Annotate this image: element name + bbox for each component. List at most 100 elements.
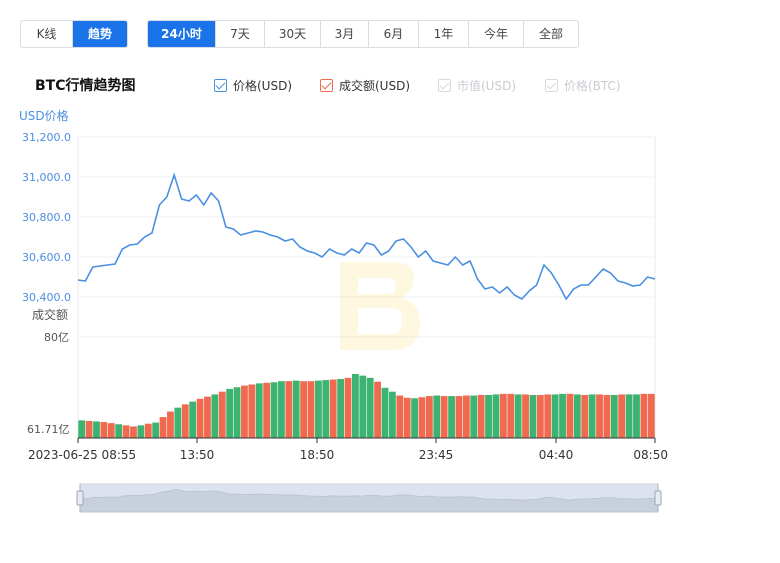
x-tick-label: 08:50: [633, 448, 668, 462]
range-tab-7[interactable]: 全部: [538, 27, 563, 41]
time-range-tabs: 24小时 7天 30天 3月 6月 1年 今年 全部: [147, 20, 579, 48]
volume-bar: [596, 394, 603, 438]
volume-bar: [544, 394, 552, 438]
volume-bar: [522, 394, 529, 438]
volume-bar: [559, 393, 566, 438]
price-tick-label: 31,200.0: [22, 131, 71, 144]
chart-title: BTC行情趋势图: [35, 78, 136, 94]
volume-bar: [218, 391, 226, 438]
volume-bar: [618, 394, 626, 438]
volume-tick-label: 61.71亿: [27, 423, 70, 436]
range-tab-1[interactable]: 7天: [216, 21, 265, 47]
volume-bar: [573, 394, 581, 438]
legend-checkbox-marketcap-usd[interactable]: [438, 79, 451, 92]
legend-checkbox-price-btc[interactable]: [545, 79, 558, 92]
watermark-logo: [340, 262, 420, 350]
volume-bar: [477, 394, 485, 438]
legend-volume-usd[interactable]: 成交额(USD): [320, 77, 410, 94]
price-line: [77, 172, 656, 301]
volume-bar: [433, 395, 441, 438]
range-tab-5[interactable]: 1年: [419, 21, 469, 47]
volume-bar: [352, 373, 359, 438]
legend-checkbox-price-usd[interactable]: [214, 79, 227, 92]
legend-price-btc[interactable]: 价格(BTC): [545, 77, 621, 94]
volume-bar: [647, 393, 655, 438]
volume-bar: [300, 381, 308, 438]
volume-bar: [388, 391, 396, 438]
volume-bar: [107, 423, 115, 438]
slider-right-handle[interactable]: [654, 490, 662, 506]
watermark-shape: [340, 262, 420, 350]
x-tick-label: 2023-06-25 08:55: [28, 448, 136, 462]
legend-price-usd[interactable]: 价格(USD): [214, 77, 292, 94]
legend-checkbox-volume-usd[interactable]: [320, 79, 333, 92]
x-tick-label: 04:40: [539, 448, 574, 462]
x-tick-label: 18:50: [300, 448, 335, 462]
volume-bar: [233, 387, 241, 438]
volume-bar: [315, 380, 322, 438]
volume-axis-unit: 成交额: [32, 308, 69, 322]
volume-bar: [448, 396, 455, 438]
volume-bar: [492, 394, 500, 438]
volume-bar: [440, 396, 448, 438]
volume-bar: [344, 377, 352, 438]
slider-left-handle[interactable]: [76, 490, 84, 506]
range-tab-2[interactable]: 30天: [265, 21, 321, 47]
range-slider[interactable]: [76, 483, 662, 513]
legend-label: 价格(USD): [233, 79, 293, 93]
volume-bar: [322, 380, 330, 438]
volume-bar: [196, 398, 204, 438]
price-tick-label: 30,600.0: [22, 251, 71, 264]
volume-bar: [625, 394, 633, 438]
volume-bar: [470, 395, 478, 438]
volume-bar: [285, 381, 293, 438]
legend-marketcap-usd[interactable]: 市值(USD): [438, 77, 516, 94]
volume-bar: [204, 396, 211, 438]
volume-bar: [566, 393, 574, 438]
volume-bar: [610, 394, 618, 438]
volume-bar: [462, 395, 470, 438]
mode-tab-0[interactable]: K线: [21, 21, 73, 47]
volume-bar: [307, 381, 315, 438]
range-tab-6[interactable]: 今年: [469, 21, 524, 47]
volume-bar: [152, 422, 160, 438]
volume-bar: [85, 420, 93, 438]
volume-bar: [100, 422, 108, 438]
volume-bar: [159, 417, 167, 438]
volume-bar: [93, 421, 100, 438]
volume-bar: [211, 394, 219, 438]
range-tab-3[interactable]: 3月: [321, 21, 369, 47]
volume-bar: [137, 425, 145, 438]
price-tick-label: 30,800.0: [22, 211, 71, 224]
volume-bar: [263, 382, 271, 438]
volume-bar: [359, 375, 367, 438]
volume-bar: [536, 394, 544, 438]
volume-bar: [278, 381, 285, 438]
legend-label: 市值(USD): [457, 79, 517, 93]
volume-bar: [411, 398, 418, 438]
x-tick-label: 23:45: [419, 448, 454, 462]
price-tick-label: 31,000.0: [22, 171, 71, 184]
volume-bar: [329, 379, 337, 438]
volume-bar: [174, 407, 182, 438]
volume-bar: [588, 394, 596, 438]
x-tick-label: 13:50: [180, 448, 215, 462]
volume-tick-label: 80亿: [44, 331, 69, 344]
volume-bar: [381, 387, 389, 438]
volume-bar: [366, 377, 374, 438]
volume-bar: [144, 423, 152, 438]
volume-bar: [374, 381, 381, 438]
range-tab-0[interactable]: 24小时: [148, 21, 216, 47]
volume-bar: [418, 397, 426, 438]
volume-bar: [292, 380, 300, 438]
volume-bar: [514, 394, 522, 438]
volume-bar: [181, 404, 189, 438]
mode-tab-1[interactable]: 趋势: [73, 21, 127, 47]
volume-bar: [581, 394, 589, 438]
volume-bar: [78, 420, 86, 438]
range-tab-4[interactable]: 6月: [369, 21, 419, 47]
volume-bar: [633, 394, 640, 438]
volume-bar: [248, 384, 256, 438]
price-axis-unit: USD价格: [19, 109, 69, 123]
